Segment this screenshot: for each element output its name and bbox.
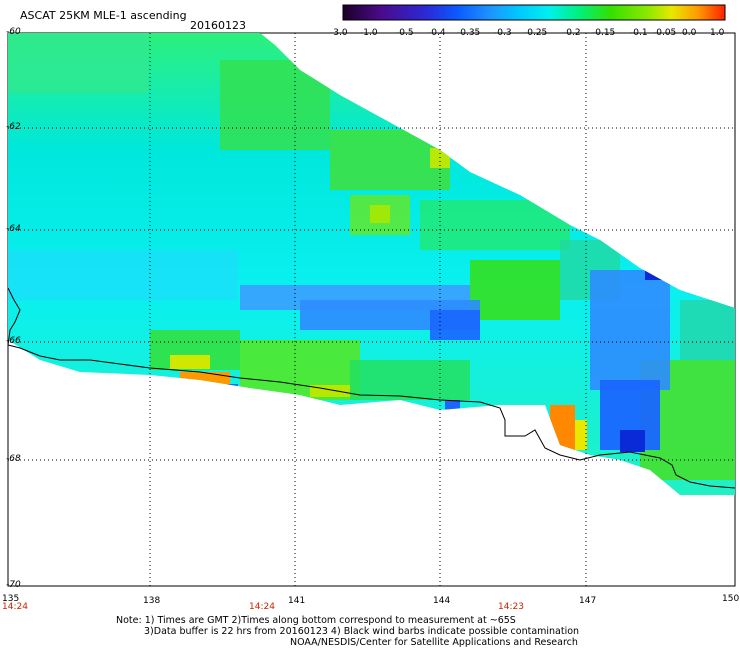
map-date: 20160123 xyxy=(190,19,246,32)
lat-label: -60 xyxy=(6,27,21,37)
colorbar-label: -3.0 xyxy=(330,28,348,38)
colorbar-label: -0.4 xyxy=(428,28,446,38)
colorbar-label: -0.15 xyxy=(592,28,616,38)
colorbar-label: -0.3 xyxy=(494,28,512,38)
lat-label: -62 xyxy=(6,122,21,132)
note-line-1: Note: 1) Times are GMT 2)Times along bot… xyxy=(116,615,516,626)
graticule xyxy=(8,33,735,586)
colorbar-label: -0.35 xyxy=(457,28,481,38)
note-line-2: 3)Data buffer is 22 hrs from 20160123 4)… xyxy=(144,626,580,637)
colorbar-label: -0.05 xyxy=(653,28,677,38)
lat-label: -66 xyxy=(6,336,21,346)
lat-label: -68 xyxy=(6,454,21,464)
time-label: 14:24 xyxy=(249,602,275,612)
colorbar xyxy=(342,4,726,21)
time-label: 14:24 xyxy=(2,602,28,612)
lon-label: 144 xyxy=(433,596,451,606)
note-line-3: NOAA/NESDIS/Center for Satellite Applica… xyxy=(290,637,578,648)
colorbar-label: -0.5 xyxy=(396,28,414,38)
colorbar-label: 1.0 xyxy=(710,28,725,38)
lon-label: 141 xyxy=(288,596,306,606)
lon-label: 138 xyxy=(143,596,161,606)
lon-label: 150 xyxy=(722,594,740,604)
map-title: ASCAT 25KM MLE-1 ascending xyxy=(20,9,187,22)
colorbar-label: 0.0 xyxy=(682,28,697,38)
time-label: 14:23 xyxy=(498,602,524,612)
lon-label: 147 xyxy=(579,596,597,606)
lat-label: -64 xyxy=(6,224,21,234)
colorbar-label: -1.0 xyxy=(360,28,378,38)
coastline xyxy=(7,287,736,489)
colorbar-label: -0.2 xyxy=(563,28,581,38)
lon-label: 135 xyxy=(2,594,20,604)
lat-label: -70 xyxy=(6,580,21,590)
colorbar-label: -0.1 xyxy=(630,28,648,38)
colorbar-label: -0.25 xyxy=(524,28,548,38)
